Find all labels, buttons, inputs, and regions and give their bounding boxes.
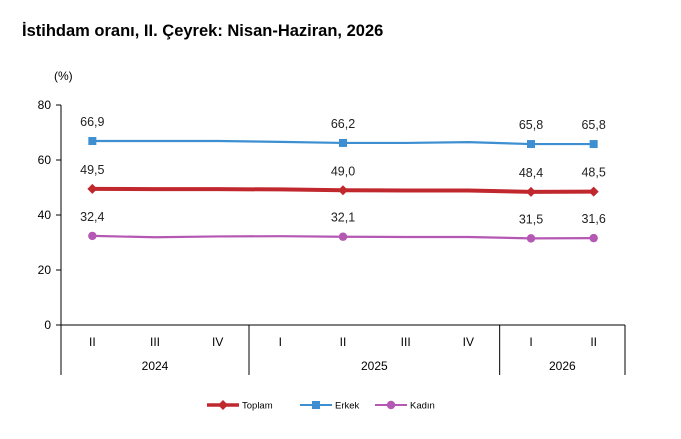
data-point-kad-n	[338, 232, 348, 241]
y-tick-label: 20	[38, 263, 52, 277]
legend-label-toplam: Toplam	[242, 401, 273, 412]
x-tick-label: II	[590, 335, 597, 349]
x-tick-label: III	[401, 335, 411, 349]
data-point-kad-n	[88, 231, 97, 241]
data-label-erkek: 65,8	[581, 118, 605, 132]
data-point-toplam	[87, 183, 98, 194]
data-label-kad-n: 31,5	[519, 212, 543, 226]
data-point-erkek	[88, 137, 97, 146]
legend-label-erkek: Erkek	[335, 401, 360, 412]
y-axis-unit-label: (%)	[54, 69, 73, 83]
series-layer	[87, 137, 599, 243]
chart-title: İstihdam oranı, II. Çeyrek: Nisan-Hazira…	[22, 22, 384, 40]
year-label: 2025	[361, 359, 388, 373]
legend-label-kad-n: Kadın	[410, 401, 435, 412]
y-tick-label: 40	[38, 208, 52, 222]
y-tick-label: 60	[38, 153, 52, 167]
legend: Toplam Erkek Kadın	[207, 400, 435, 412]
y-tick-label: 0	[44, 318, 51, 332]
data-point-erkek	[589, 140, 598, 149]
data-label-toplam: 49,5	[80, 163, 104, 177]
legend-marker-kad-n	[386, 400, 396, 410]
data-label-kad-n: 31,6	[581, 212, 605, 226]
data-label-erkek: 66,9	[80, 115, 104, 129]
x-tick-label: II	[340, 335, 347, 349]
data-label-kad-n: 32,1	[331, 211, 355, 225]
data-label-toplam: 49,0	[331, 164, 355, 178]
x-tick-label: I	[279, 335, 282, 349]
x-tick-label: I	[529, 335, 532, 349]
data-point-toplam	[338, 185, 348, 196]
y-tick-label: 80	[38, 98, 52, 112]
data-labels: 49,5 49,0 48,4 48,5 66,9 66,2 65,8 65,8 32,4 32,1…	[80, 115, 606, 226]
data-label-toplam: 48,4	[519, 166, 543, 180]
x-tick-label: IV	[463, 335, 474, 349]
legend-marker-erkek	[312, 401, 320, 409]
y-axis-ticks: 0 20 40 60 80	[38, 98, 61, 332]
data-point-kad-n	[589, 233, 598, 243]
data-label-toplam: 48,5	[581, 166, 605, 180]
legend-marker-toplam	[218, 400, 228, 410]
x-tick-label: IV	[212, 335, 223, 349]
data-label-erkek: 66,2	[331, 117, 355, 131]
data-point-kad-n	[526, 234, 536, 243]
year-label: 2024	[142, 359, 169, 373]
data-label-erkek: 65,8	[519, 118, 543, 132]
year-label: 2026	[549, 359, 576, 373]
data-point-erkek	[527, 140, 535, 149]
data-label-kad-n: 32,4	[80, 210, 104, 224]
data-point-toplam	[526, 186, 536, 197]
data-point-toplam	[588, 186, 599, 197]
data-point-erkek	[339, 138, 347, 147]
x-tick-label: II	[89, 335, 96, 349]
x-tick-label: III	[150, 335, 160, 349]
